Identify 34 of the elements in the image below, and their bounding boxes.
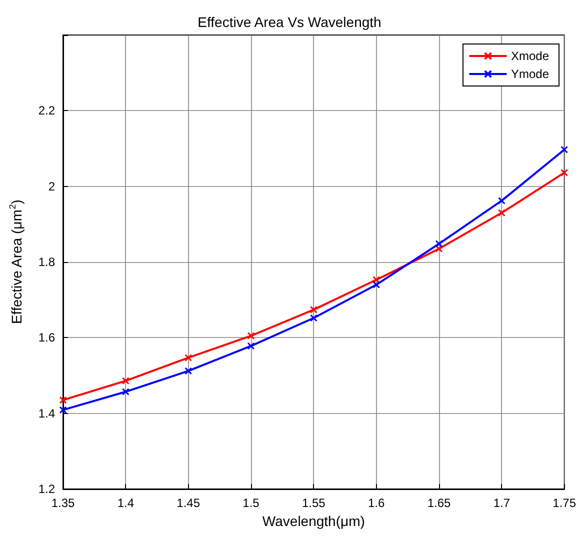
point (184, 367, 192, 375)
x-tick-label: 1.7 (493, 496, 510, 510)
point (122, 377, 130, 385)
x-tick-label: 1.35 (51, 496, 75, 510)
point (372, 276, 380, 284)
point (310, 306, 318, 314)
point (247, 332, 255, 340)
x-tick-label: 1.6 (368, 496, 385, 510)
y-tick-label: 1.2 (38, 482, 56, 496)
y-tick-label: 2 (48, 179, 56, 194)
point (310, 314, 318, 322)
x-tick-label: 1.45 (176, 496, 200, 510)
x-tick-label: 1.5 (242, 496, 260, 510)
point (435, 240, 443, 248)
y-tick-label: 1.6 (38, 330, 56, 345)
y-tick-label: 2.2 (38, 104, 56, 118)
point (372, 280, 380, 288)
point (184, 354, 192, 362)
point (498, 196, 506, 204)
y-axis-title: Effective Area (μm2) (8, 200, 24, 324)
x-tick-label: 1.65 (427, 496, 451, 510)
y-tick-label: 1.4 (38, 406, 56, 420)
point (498, 209, 506, 217)
point (247, 342, 255, 350)
chart-title: Effective Area Vs Wavelength (198, 14, 382, 30)
x-tick-label: 1.4 (117, 496, 134, 510)
legend-label: Ymode (510, 67, 550, 81)
x-tick-label: 1.55 (302, 496, 326, 510)
point (122, 388, 130, 396)
legend-label: Xmode (510, 49, 550, 63)
x-axis-title: Wavelength(μm) (262, 513, 365, 529)
point (435, 245, 443, 253)
y-tick-label: 1.8 (38, 255, 56, 269)
x-tick-label: 1.75 (552, 496, 576, 510)
